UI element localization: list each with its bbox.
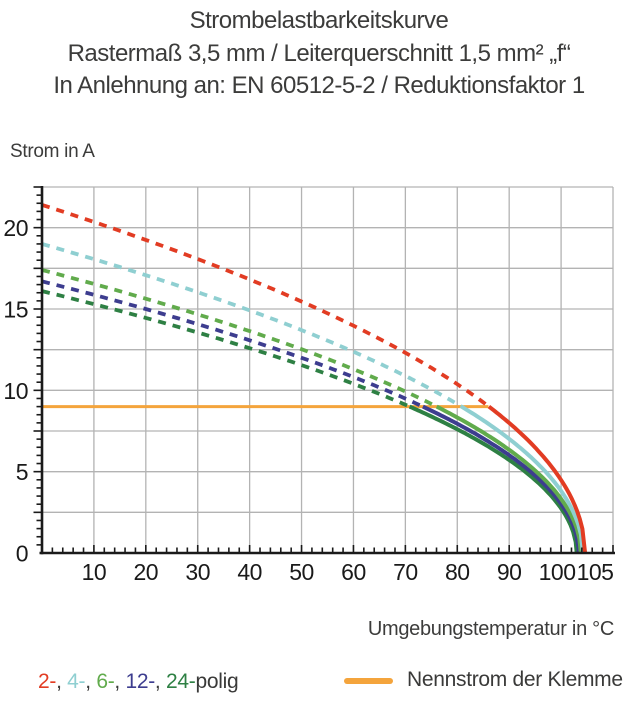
x-tick-label: 80	[445, 559, 470, 585]
legend-row: 2-, 4-, 6-, 12-, 24-polig Nennstrom der …	[0, 668, 638, 700]
legend-pole-segment: ,	[154, 670, 166, 693]
x-tick-label: 40	[237, 559, 262, 585]
x-tick-label: 100	[539, 559, 576, 585]
legend-pole-segment: 2-	[38, 670, 57, 693]
legend-pole-segment: 4-	[67, 670, 86, 693]
curve-solid-24-polig	[408, 404, 579, 554]
curve-dashed-6-polig	[41, 268, 439, 409]
legend-pole-segment: 24-	[166, 670, 196, 693]
nominal-current-label: Nennstrom der Klemme	[407, 668, 623, 691]
curve-solid-4-polig	[460, 404, 585, 554]
nominal-current-swatch	[344, 678, 393, 684]
x-axis-title: Umgebungstemperatur in °C	[367, 618, 614, 640]
x-tick-label: 20	[134, 559, 159, 585]
curve-dashed-12-polig	[41, 279, 424, 409]
x-tick-label: 105	[577, 559, 614, 585]
x-tick-label: 60	[341, 559, 366, 585]
legend-nominal: Nennstrom der Klemme	[344, 668, 623, 692]
chart-title-line3: In Anlehnung an: EN 60512-5-2 / Reduktio…	[53, 72, 585, 99]
legend-pole-segment: 12-	[125, 670, 155, 693]
chart-title-line2: Rastermaß 3,5 mm / Leiterquerschnitt 1,5…	[67, 39, 571, 67]
x-tick-label: 90	[497, 559, 522, 585]
chart-title-block: Strombelastbarkeitskurve Rastermaß 3,5 m…	[0, 5, 638, 103]
legend-pole-segment: ,	[85, 670, 97, 693]
y-tick-label: 0	[16, 541, 28, 567]
curve-solid-12-polig	[422, 404, 581, 554]
x-tick-label: 10	[82, 559, 107, 585]
curve-dashed-24-polig	[41, 289, 411, 409]
y-tick-label: 10	[3, 378, 28, 404]
y-tick-label: 20	[3, 215, 28, 241]
curve-solid-6-polig	[435, 404, 583, 554]
chart-title-line1: Strombelastbarkeitskurve	[189, 7, 449, 34]
legend-pole-segment: ,	[114, 670, 126, 693]
curve-dashed-2-polig	[41, 203, 491, 409]
legend-poles: 2-, 4-, 6-, 12-, 24-polig	[38, 670, 239, 694]
legend-pole-segment: ,	[56, 670, 68, 693]
x-tick-label: 50	[289, 559, 314, 585]
y-tick-label: 15	[3, 297, 28, 323]
legend-pole-segment: 6-	[96, 670, 115, 693]
x-tick-label: 30	[185, 559, 210, 585]
x-tick-label: 70	[393, 559, 418, 585]
legend-pole-segment: polig	[195, 670, 239, 693]
y-axis-title: Strom in A	[10, 141, 95, 162]
y-tick-label: 5	[16, 459, 28, 485]
curve-solid-2-polig	[487, 405, 587, 555]
